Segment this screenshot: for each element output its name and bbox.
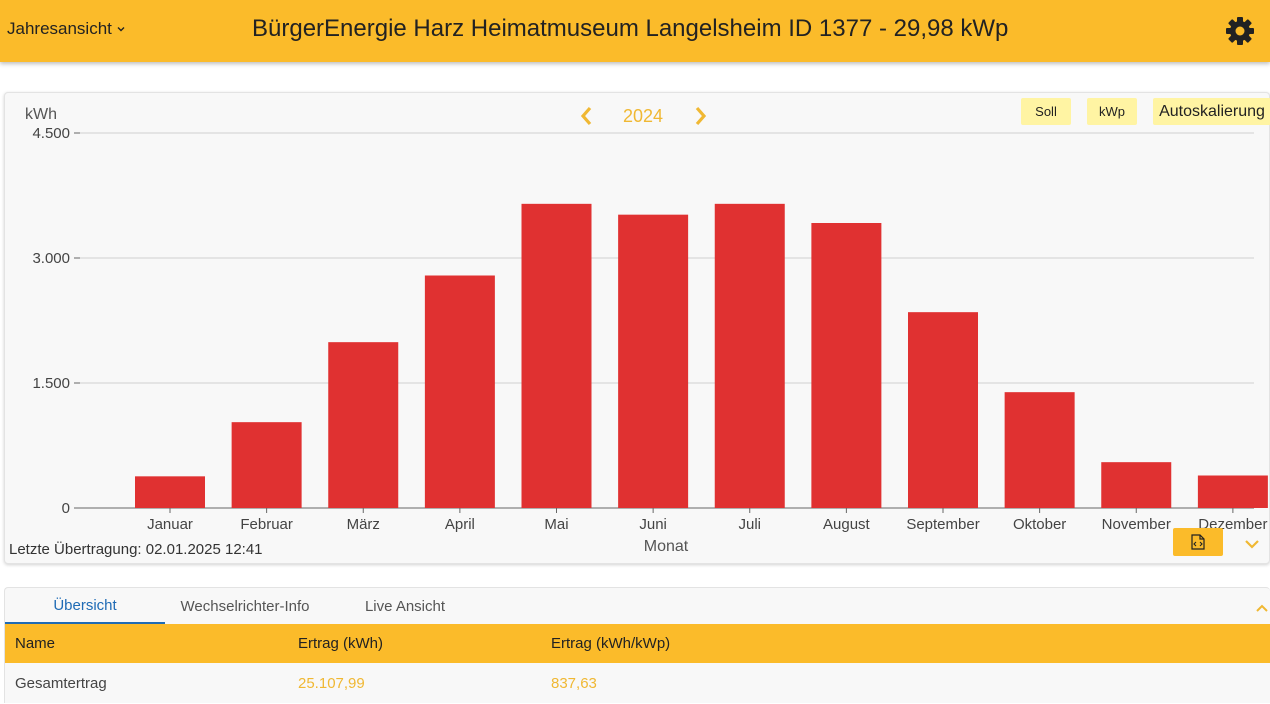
overview-card: Übersicht Wechselrichter-Info Live Ansic… bbox=[4, 587, 1270, 703]
year-label: 2024 bbox=[623, 106, 664, 126]
bar-januar bbox=[135, 476, 205, 508]
soll-toggle-button[interactable]: Soll bbox=[1021, 98, 1071, 125]
tab-live-ansicht[interactable]: Live Ansicht bbox=[364, 597, 446, 615]
x-tick-label: Februar bbox=[240, 516, 293, 533]
x-tick-label: Juli bbox=[738, 516, 761, 533]
x-axis-label: Monat bbox=[644, 538, 689, 555]
x-tick-label: September bbox=[906, 516, 979, 533]
bar-november bbox=[1101, 462, 1172, 508]
y-tick-label: 1.500 bbox=[32, 375, 70, 392]
x-tick-label: November bbox=[1102, 516, 1171, 533]
file-code-icon bbox=[1191, 534, 1205, 550]
chevron-down-icon bbox=[117, 27, 125, 32]
x-tick-label: März bbox=[347, 516, 380, 533]
y-tick-label: 0 bbox=[62, 500, 70, 517]
x-tick-label: Januar bbox=[147, 516, 193, 533]
row-yield: 25.107,99 bbox=[298, 675, 365, 692]
view-select[interactable]: Jahresansicht bbox=[7, 19, 126, 39]
column-header-yield: Ertrag (kWh) bbox=[298, 635, 384, 652]
bar-oktober bbox=[1004, 392, 1075, 508]
bar-mai bbox=[521, 203, 592, 508]
row-name: Gesamtertrag bbox=[15, 675, 107, 692]
y-tick-label: 4.500 bbox=[32, 125, 70, 142]
chart-card: kWh 0 1.500 3.000 4.500 Januar Februar März Apri… bbox=[4, 92, 1270, 564]
gear-icon[interactable] bbox=[1224, 15, 1256, 47]
x-tick-label: Mai bbox=[544, 516, 568, 533]
top-bar: Jahresansicht BürgerEnergie Harz Heimatm… bbox=[0, 0, 1270, 62]
bar-dezember bbox=[1197, 475, 1268, 508]
kwp-toggle-button[interactable]: kWp bbox=[1087, 98, 1137, 125]
chevron-right-icon[interactable] bbox=[690, 105, 710, 127]
column-header-yield-per-kwp: Ertrag (kWh/kWp) bbox=[551, 635, 671, 652]
bar-märz bbox=[328, 342, 399, 508]
autoscale-toggle-button[interactable]: Autoskalierung bbox=[1153, 98, 1270, 125]
x-tick-label: August bbox=[823, 516, 871, 533]
tab-wechselrichter-info[interactable]: Wechselrichter-Info bbox=[180, 597, 310, 615]
year-navigation: 2024 bbox=[577, 103, 707, 129]
y-tick-label: 3.000 bbox=[32, 250, 70, 267]
y-axis-unit-label: kWh bbox=[25, 106, 57, 123]
page-title: BürgerEnergie Harz Heimatmuseum Langelsh… bbox=[252, 15, 1009, 42]
bar-februar bbox=[231, 422, 302, 508]
table-row: Gesamtertrag 25.107,99 837,63 bbox=[5, 663, 1270, 704]
table-header: Name Ertrag (kWh) Ertrag (kWh/kWp) bbox=[5, 624, 1270, 663]
bar-april bbox=[424, 275, 495, 508]
chevron-down-icon[interactable] bbox=[1243, 535, 1261, 553]
view-select-label: Jahresansicht bbox=[7, 19, 112, 38]
chevron-left-icon[interactable] bbox=[577, 105, 597, 127]
bar-juli bbox=[714, 203, 785, 508]
export-button[interactable] bbox=[1173, 528, 1223, 556]
row-yield-per-kwp: 837,63 bbox=[551, 675, 597, 692]
bar-september bbox=[908, 312, 979, 508]
tab-uebersicht[interactable]: Übersicht bbox=[5, 588, 165, 624]
x-tick-label: Oktober bbox=[1013, 516, 1066, 533]
x-tick-label: Juni bbox=[639, 516, 667, 533]
yield-chart: kWh 0 1.500 3.000 4.500 Januar Februar März Apri… bbox=[25, 106, 1268, 555]
column-header-name: Name bbox=[15, 635, 56, 652]
chevron-up-icon[interactable] bbox=[1254, 600, 1270, 616]
bar-august bbox=[811, 223, 882, 508]
last-transfer-text: Letzte Übertragung: 02.01.2025 12:41 bbox=[9, 541, 263, 558]
x-tick-label: April bbox=[445, 516, 475, 533]
bar-juni bbox=[618, 214, 689, 508]
